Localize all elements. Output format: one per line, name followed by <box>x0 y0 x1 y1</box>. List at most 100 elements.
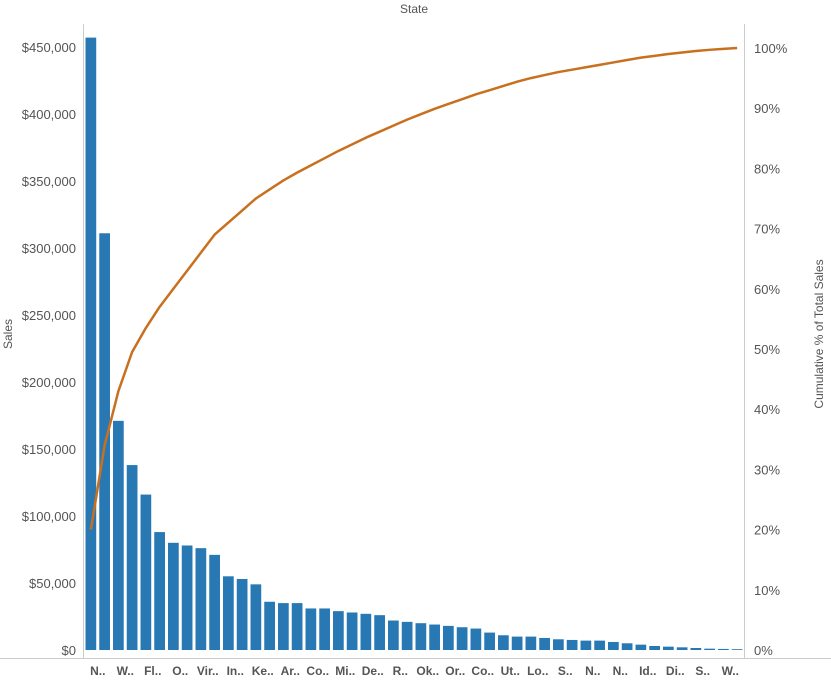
bar <box>223 576 234 650</box>
y2-tick-label: 70% <box>754 222 780 237</box>
category-label: O.. <box>172 664 188 678</box>
bar <box>209 554 220 650</box>
bar <box>704 648 715 650</box>
category-label: Ar.. <box>281 664 300 678</box>
category-label: Vir.. <box>197 664 219 678</box>
bar <box>635 644 647 650</box>
cumulative-line <box>89 46 738 530</box>
right-axis-ticks: 0% 10% 20% 30% 40% 50% 60% 70% 80% 90% 100% <box>754 41 788 658</box>
bar <box>113 420 124 650</box>
category-label: Co.. <box>471 664 494 678</box>
bar <box>236 578 248 650</box>
y-tick-label: $250,000 <box>22 308 76 323</box>
bar <box>415 623 427 650</box>
bar <box>305 608 317 650</box>
category-label: W.. <box>117 664 134 678</box>
category-label: R.. <box>393 664 408 678</box>
bar <box>718 648 729 650</box>
y2-tick-label: 60% <box>754 282 780 297</box>
category-label: W.. <box>722 664 739 678</box>
y-tick-label: $300,000 <box>22 241 76 256</box>
y-tick-label: $100,000 <box>22 509 76 524</box>
bar <box>443 625 454 650</box>
bar <box>126 465 138 650</box>
bar <box>181 545 193 650</box>
y-tick-label: $150,000 <box>22 442 76 457</box>
y-axis-title: Sales <box>1 319 15 349</box>
y-tick-label: $450,000 <box>22 40 76 55</box>
chart-title: State <box>400 2 428 16</box>
y-tick-label: $400,000 <box>22 107 76 122</box>
y2-tick-label: 40% <box>754 402 780 417</box>
y2-tick-label: 0% <box>754 643 773 658</box>
bar <box>333 611 344 650</box>
bar <box>594 640 605 650</box>
category-label: N.. <box>585 664 600 678</box>
y2-tick-label: 90% <box>754 101 780 116</box>
category-label: Or.. <box>445 664 465 678</box>
bar <box>346 612 358 650</box>
bar-series <box>85 37 743 651</box>
y2-tick-label: 10% <box>754 583 780 598</box>
category-label: Id.. <box>639 664 656 678</box>
y2-tick-label: 30% <box>754 462 780 477</box>
y2-tick-label: 50% <box>754 342 780 357</box>
bar <box>580 640 592 650</box>
category-label: S.. <box>695 664 710 678</box>
bar <box>498 635 509 650</box>
category-label: Ut.. <box>501 664 520 678</box>
category-label: N.. <box>613 664 628 678</box>
category-label: In.. <box>227 664 244 678</box>
category-label: Ok.. <box>416 664 439 678</box>
bar <box>456 627 468 650</box>
bar <box>291 603 303 650</box>
bar <box>168 542 179 650</box>
bar <box>649 645 660 650</box>
category-label: Fl.. <box>144 664 161 678</box>
bar <box>195 548 207 650</box>
bar <box>511 636 523 650</box>
bar <box>278 603 289 650</box>
y2-tick-label: 100% <box>754 41 788 56</box>
y2-tick-label: 80% <box>754 161 780 176</box>
y2-tick-label: 20% <box>754 523 780 538</box>
bar <box>608 641 619 650</box>
bar <box>566 639 578 650</box>
cumulative-line-series <box>89 46 738 530</box>
bar <box>621 643 633 650</box>
bar <box>374 615 385 650</box>
bar <box>553 639 564 650</box>
y-tick-label: $0 <box>62 643 76 658</box>
category-label: Di.. <box>666 664 685 678</box>
y-tick-label: $200,000 <box>22 375 76 390</box>
bar <box>140 494 152 650</box>
bar <box>676 647 688 650</box>
bar <box>85 37 97 651</box>
y-tick-label: $350,000 <box>22 174 76 189</box>
bar <box>319 608 330 650</box>
category-label: S.. <box>558 664 573 678</box>
bar <box>525 636 537 650</box>
category-label: Lo.. <box>527 664 548 678</box>
category-label: N.. <box>90 664 105 678</box>
category-label: Co.. <box>306 664 329 678</box>
category-label: De.. <box>362 664 384 678</box>
bar <box>690 647 702 650</box>
bar <box>539 637 550 650</box>
bar <box>360 613 372 650</box>
y-tick-label: $50,000 <box>29 576 76 591</box>
bar <box>154 532 165 650</box>
bar <box>250 584 262 650</box>
bar <box>731 649 743 650</box>
bar <box>663 646 674 650</box>
bar <box>470 628 482 650</box>
category-label: Ke.. <box>252 664 274 678</box>
bar <box>429 624 440 650</box>
bar <box>388 620 399 650</box>
bar <box>264 601 275 650</box>
bar <box>401 621 413 650</box>
left-axis-ticks: $0 $50,000 $100,000 $150,000 $200,000 $250,00… <box>22 40 76 658</box>
y2-axis-title: Cumulative % of Total Sales <box>812 259 826 408</box>
category-labels: N.. W.. Fl.. O.. Vir.. In.. Ke.. Ar.. Co.. Mi.. De… <box>90 664 739 678</box>
